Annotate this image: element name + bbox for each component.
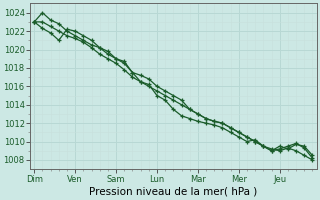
X-axis label: Pression niveau de la mer( hPa ): Pression niveau de la mer( hPa )	[89, 187, 258, 197]
